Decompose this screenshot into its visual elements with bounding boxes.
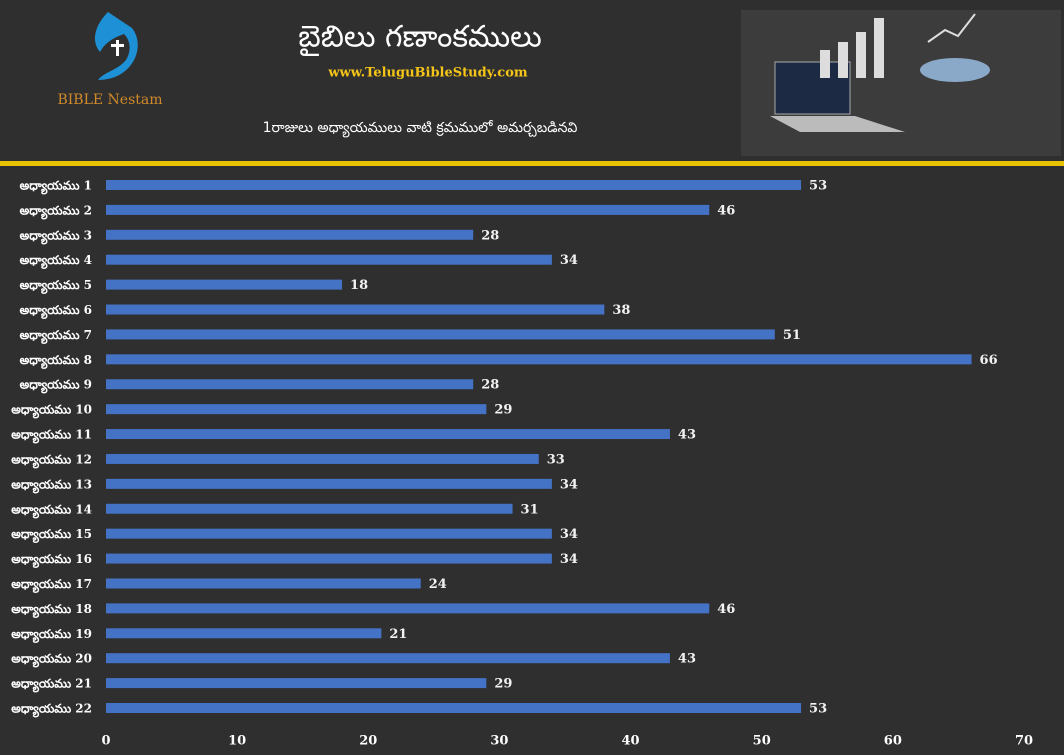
bar	[106, 304, 605, 315]
data-label: 33	[547, 452, 565, 467]
website: www.TeluguBibleStudy.com	[327, 66, 528, 81]
y-tick-label: అధ్యాయము 16	[11, 552, 92, 568]
y-tick-label: అధ్యాయము 13	[11, 477, 92, 493]
x-tick-label: 60	[884, 734, 902, 749]
data-label: 38	[612, 303, 630, 318]
bar	[106, 478, 552, 489]
y-tick-label: అధ్యాయము 19	[11, 627, 92, 643]
logo: BIBLE Nestam	[57, 12, 163, 108]
logo-text: BIBLE Nestam	[57, 92, 162, 108]
data-label: 18	[350, 278, 368, 293]
bar	[106, 678, 487, 689]
bar	[106, 528, 552, 539]
data-label: 29	[494, 677, 512, 692]
data-label: 46	[717, 203, 735, 218]
image-bar	[856, 32, 866, 78]
y-tick-label: అధ్యాయము 6	[20, 303, 92, 319]
y-tick-label: అధ్యాయము 17	[11, 577, 92, 593]
data-label: 43	[678, 428, 696, 443]
x-tick-label: 0	[101, 734, 110, 749]
image-line	[927, 13, 976, 43]
image-bar	[820, 50, 830, 78]
bar	[106, 379, 474, 390]
bar	[106, 578, 421, 589]
bar	[106, 653, 670, 664]
y-tick-label: అధ్యాయము 9	[20, 378, 92, 394]
data-label: 24	[429, 577, 447, 592]
bar	[106, 180, 802, 190]
data-label: 28	[481, 378, 499, 393]
data-label: 34	[560, 552, 578, 567]
bar	[106, 603, 710, 614]
chart-title: బైబిలు గణాంకములు	[298, 20, 542, 57]
bar	[106, 204, 710, 215]
y-tick-label: అధ్యాయము 5	[20, 278, 92, 294]
y-tick-label: అధ్యాయము 8	[20, 353, 92, 369]
data-label: 28	[481, 228, 499, 243]
data-label: 46	[717, 602, 735, 617]
x-tick-label: 30	[490, 734, 508, 749]
logo-cross	[116, 40, 119, 56]
y-tick-label: అధ్యాయము 15	[11, 527, 92, 543]
data-label: 29	[494, 403, 512, 418]
y-tick-label: అధ్యాయము 14	[11, 502, 92, 518]
y-tick-label: అధ్యాయము 11	[11, 428, 92, 444]
x-tick-label: 50	[753, 734, 771, 749]
y-tick-label: అధ్యాయము 4	[20, 253, 92, 269]
bar	[106, 553, 552, 564]
y-tick-label: అధ్యాయము 2	[20, 203, 92, 219]
bar	[106, 404, 487, 415]
bar	[106, 279, 343, 290]
bar	[106, 354, 972, 365]
laptop-screen	[774, 61, 851, 115]
image-pie	[920, 58, 990, 82]
data-label: 34	[560, 253, 578, 268]
data-label: 53	[809, 179, 827, 194]
bar	[106, 229, 474, 240]
x-tick-label: 40	[622, 734, 640, 749]
bar	[106, 329, 775, 340]
y-tick-label: అధ్యాయము 7	[20, 328, 92, 344]
y-tick-label: అధ్యాయము 12	[11, 452, 92, 468]
image-bar	[838, 42, 848, 78]
data-label: 51	[783, 328, 801, 343]
logo-bird	[94, 12, 138, 80]
image-bar	[874, 18, 884, 78]
bar	[106, 503, 513, 514]
y-tick-label: అధ్యాయము 21	[11, 677, 92, 693]
y-tick-label: అధ్యాయము 18	[11, 602, 92, 618]
bar	[106, 453, 539, 464]
laptop-base	[770, 116, 905, 132]
x-tick-label: 10	[228, 734, 246, 749]
subtitle: 1రాజులు అధ్యాయములు వాటి క్రమములో అమర్చబడ…	[263, 120, 578, 138]
logo-cross	[111, 44, 124, 47]
data-label: 34	[560, 527, 578, 542]
data-label: 21	[389, 627, 407, 642]
bar	[106, 254, 552, 265]
bar	[106, 429, 670, 440]
bar	[106, 628, 382, 639]
x-tick-label: 20	[359, 734, 377, 749]
data-label: 43	[678, 652, 696, 667]
y-tick-label: అధ్యాయము 20	[11, 652, 92, 668]
data-label: 31	[521, 502, 539, 517]
divider	[0, 161, 1064, 166]
x-tick-label: 70	[1015, 734, 1033, 749]
data-label: 53	[809, 702, 827, 717]
header-image	[741, 10, 1061, 156]
y-tick-label: అధ్యాయము 10	[11, 403, 92, 419]
data-label: 66	[980, 353, 998, 368]
bar	[106, 703, 802, 713]
y-tick-label: అధ్యాయము 1	[20, 179, 92, 195]
data-label: 34	[560, 477, 578, 492]
y-tick-label: అధ్యాయము 22	[11, 702, 92, 718]
y-tick-label: అధ్యాయము 3	[20, 228, 92, 244]
